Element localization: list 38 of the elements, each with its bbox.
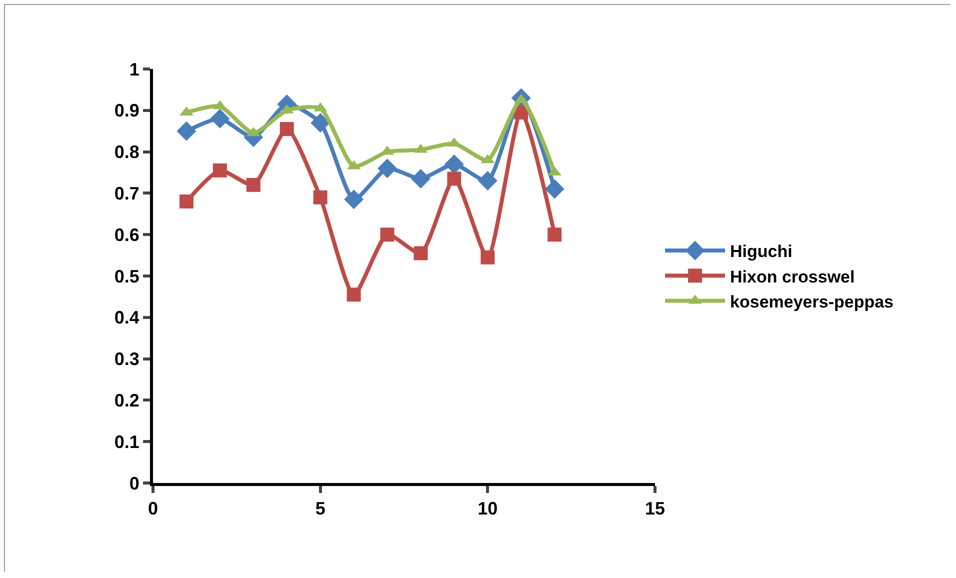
x-tick-label: 15 [644, 498, 666, 519]
point [544, 179, 564, 199]
legend-label: kosemeyers-peppas [730, 292, 894, 312]
point [280, 122, 294, 136]
point [414, 246, 428, 260]
y-tick-label: 0 [129, 473, 140, 494]
point [344, 190, 364, 210]
y-tick-label: 0.2 [114, 390, 140, 410]
y-tick-label: 0.8 [114, 142, 140, 162]
point [447, 172, 462, 186]
x-tick-label: 5 [315, 498, 326, 519]
point [478, 171, 498, 191]
point [176, 121, 196, 141]
y-tick-label: 0.5 [114, 266, 140, 286]
y-tick-label: 0.7 [114, 184, 140, 204]
y-tick-label: 0.9 [114, 100, 140, 121]
point [480, 250, 495, 264]
y-tick-label: 0.4 [114, 308, 140, 328]
point [380, 228, 394, 242]
point [313, 190, 328, 204]
y-tick-label: 0.6 [114, 224, 140, 245]
x-tick-label: 10 [478, 498, 498, 519]
point [212, 163, 227, 178]
point [210, 108, 230, 128]
x-tick-label: 0 [148, 498, 158, 519]
point [310, 113, 330, 133]
legend-label: Hixon crosswel [730, 267, 855, 286]
y-tick-label: 1 [129, 59, 140, 80]
point [410, 168, 430, 188]
point [179, 194, 194, 208]
point [444, 154, 464, 174]
point [378, 158, 398, 178]
point [246, 178, 260, 192]
point [548, 228, 562, 242]
point [346, 288, 361, 302]
y-tick-label: 0.1 [114, 432, 140, 452]
y-tick-label: 0.3 [114, 349, 140, 370]
legend-label: Higuchi [730, 242, 792, 262]
